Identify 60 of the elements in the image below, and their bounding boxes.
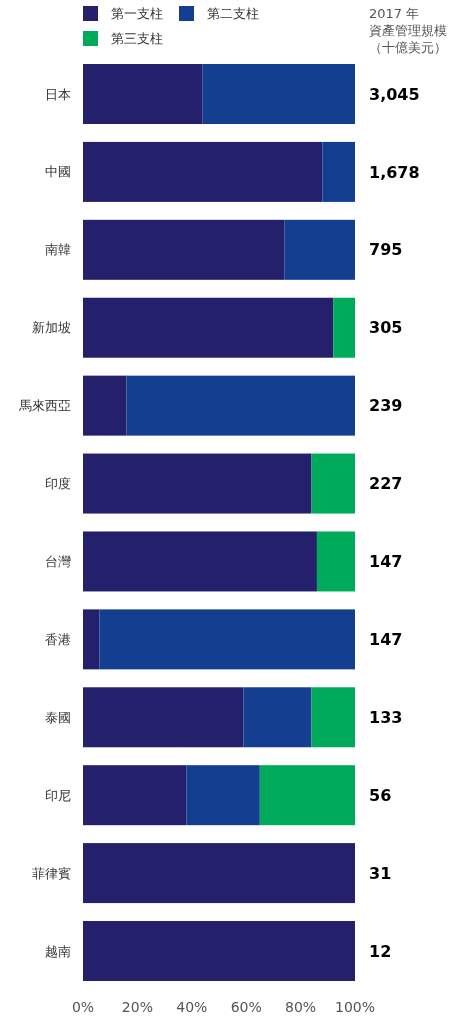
x-tick-label: 40% — [176, 999, 208, 1015]
legend-label: 第三支柱 — [111, 31, 163, 46]
bar — [202, 64, 355, 124]
bar — [83, 453, 312, 514]
bar — [83, 64, 203, 124]
y-tick-label: 香港 — [45, 631, 71, 647]
bar — [186, 765, 260, 826]
bar — [126, 375, 355, 436]
y-tick-label: 中國 — [45, 164, 71, 180]
legend-label: 第二支柱 — [207, 6, 259, 21]
text: 227 — [369, 474, 403, 494]
x-tick-label: 0% — [71, 999, 95, 1015]
text: 12 — [369, 941, 392, 961]
bar — [284, 219, 355, 280]
x-tick-label: 60% — [230, 999, 262, 1015]
bar — [311, 687, 355, 748]
text: 147 — [369, 552, 403, 572]
y-tick-label: 新加坡 — [32, 320, 71, 336]
bar — [83, 297, 334, 358]
y-tick-label: 馬來西亞 — [18, 398, 71, 414]
bar — [259, 765, 355, 826]
text: 133 — [369, 707, 403, 727]
text: 2017 年 — [369, 6, 420, 21]
bar — [311, 453, 355, 514]
y-tick-label: 台灣 — [45, 554, 71, 569]
bar — [83, 219, 285, 280]
bar — [83, 687, 244, 748]
bar — [243, 687, 312, 748]
text: 資產管理規模 — [369, 23, 447, 38]
text: 31 — [369, 863, 392, 883]
bar — [333, 297, 355, 358]
text: 1,678 — [369, 162, 420, 182]
text: （十億美元） — [369, 40, 447, 55]
bar — [83, 609, 100, 670]
x-tick-label: 20% — [121, 999, 153, 1015]
text: 147 — [369, 629, 403, 649]
text: 239 — [369, 396, 403, 416]
y-tick-label: 南韓 — [45, 242, 71, 258]
bar — [83, 531, 317, 592]
bar — [83, 141, 323, 202]
y-tick-label: 印度 — [45, 476, 71, 492]
text: 795 — [369, 240, 403, 260]
y-tick-label: 泰國 — [45, 709, 71, 725]
bar — [83, 921, 355, 981]
x-tick-label: 80% — [285, 999, 317, 1015]
text: 305 — [369, 318, 403, 338]
y-tick-label: 印尼 — [45, 787, 71, 803]
bar — [316, 531, 355, 592]
y-tick-label: 日本 — [45, 86, 71, 102]
bar — [99, 609, 355, 670]
bar — [83, 843, 355, 904]
bar — [322, 141, 355, 202]
text: 3,045 — [369, 84, 420, 104]
legend-label: 第一支柱 — [111, 6, 163, 21]
x-tick-label: 100% — [334, 999, 376, 1015]
y-tick-label: 菲律賓 — [32, 865, 71, 881]
y-tick-label: 越南 — [45, 943, 71, 959]
bar — [83, 375, 127, 436]
bar — [83, 765, 187, 826]
text: 56 — [369, 785, 392, 805]
